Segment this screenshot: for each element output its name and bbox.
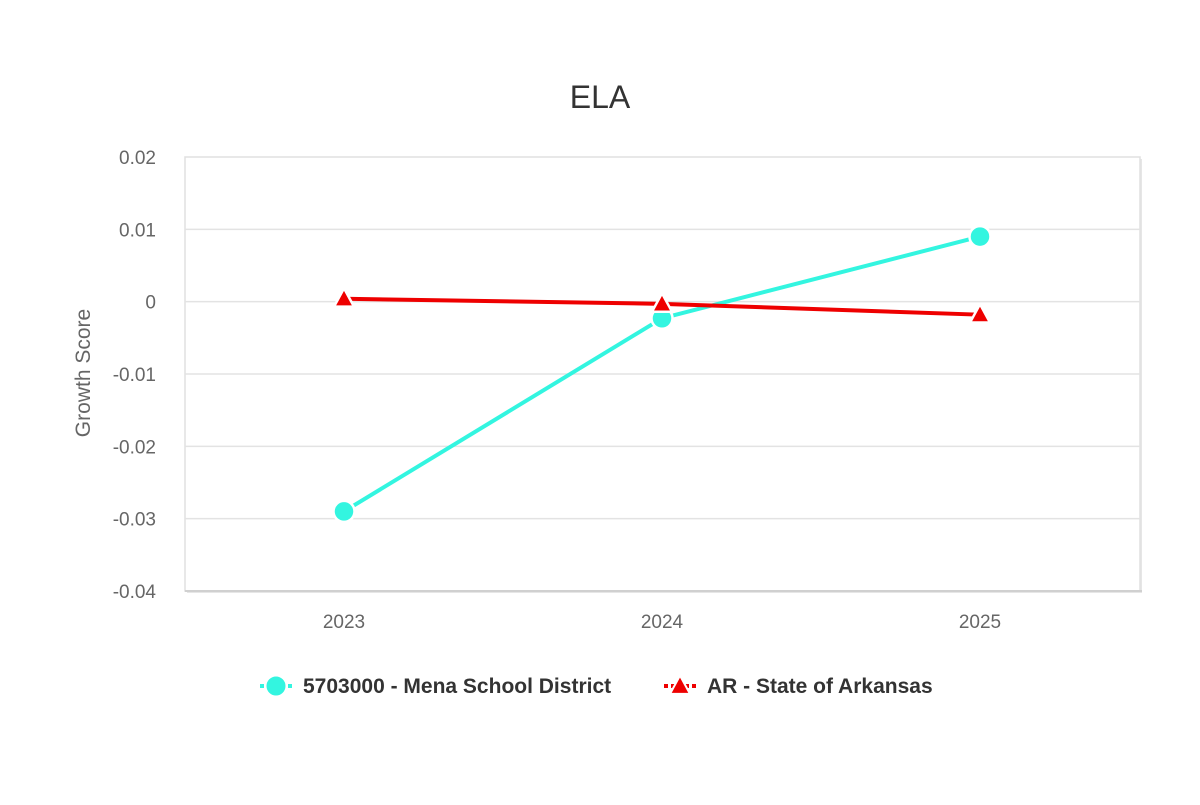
x-tick-label: 2025 <box>959 612 1001 633</box>
y-axis-ticks: 0.02 0.01 0 -0.01 -0.02 -0.03 -0.04 <box>113 148 157 603</box>
legend-label: AR - State of Arkansas <box>707 675 933 698</box>
data-point[interactable] <box>332 499 356 524</box>
x-tick-label: 2024 <box>641 612 684 633</box>
data-point[interactable] <box>332 287 356 308</box>
x-tick-label: 2023 <box>323 612 365 633</box>
plot-area <box>184 156 1142 593</box>
data-point[interactable] <box>968 224 992 249</box>
y-tick-label: 0.01 <box>119 220 156 241</box>
legend: 5703000 - Mena School District AR - State… <box>260 673 933 698</box>
data-point[interactable] <box>650 292 674 313</box>
legend-circle-marker <box>264 674 288 698</box>
y-tick-label: -0.02 <box>113 437 156 458</box>
y-tick-label: 0 <box>145 293 156 314</box>
chart-title: ELA <box>570 79 631 115</box>
legend-triangle-marker <box>668 673 692 695</box>
y-tick-label: -0.01 <box>113 365 156 386</box>
legend-item-1[interactable]: 5703000 - Mena School District <box>260 674 611 698</box>
series-2 <box>332 287 992 324</box>
y-tick-label: 0.02 <box>119 148 156 169</box>
data-point[interactable] <box>968 302 992 324</box>
series-1 <box>332 224 992 524</box>
legend-label: 5703000 - Mena School District <box>303 675 611 698</box>
x-axis-ticks: 2023 2024 2025 <box>323 612 1001 633</box>
y-axis-label: Growth Score <box>72 309 95 437</box>
series-group <box>332 224 992 524</box>
legend-item-2[interactable]: AR - State of Arkansas <box>664 673 933 698</box>
y-tick-label: -0.03 <box>113 510 156 531</box>
y-tick-label: -0.04 <box>113 582 157 603</box>
